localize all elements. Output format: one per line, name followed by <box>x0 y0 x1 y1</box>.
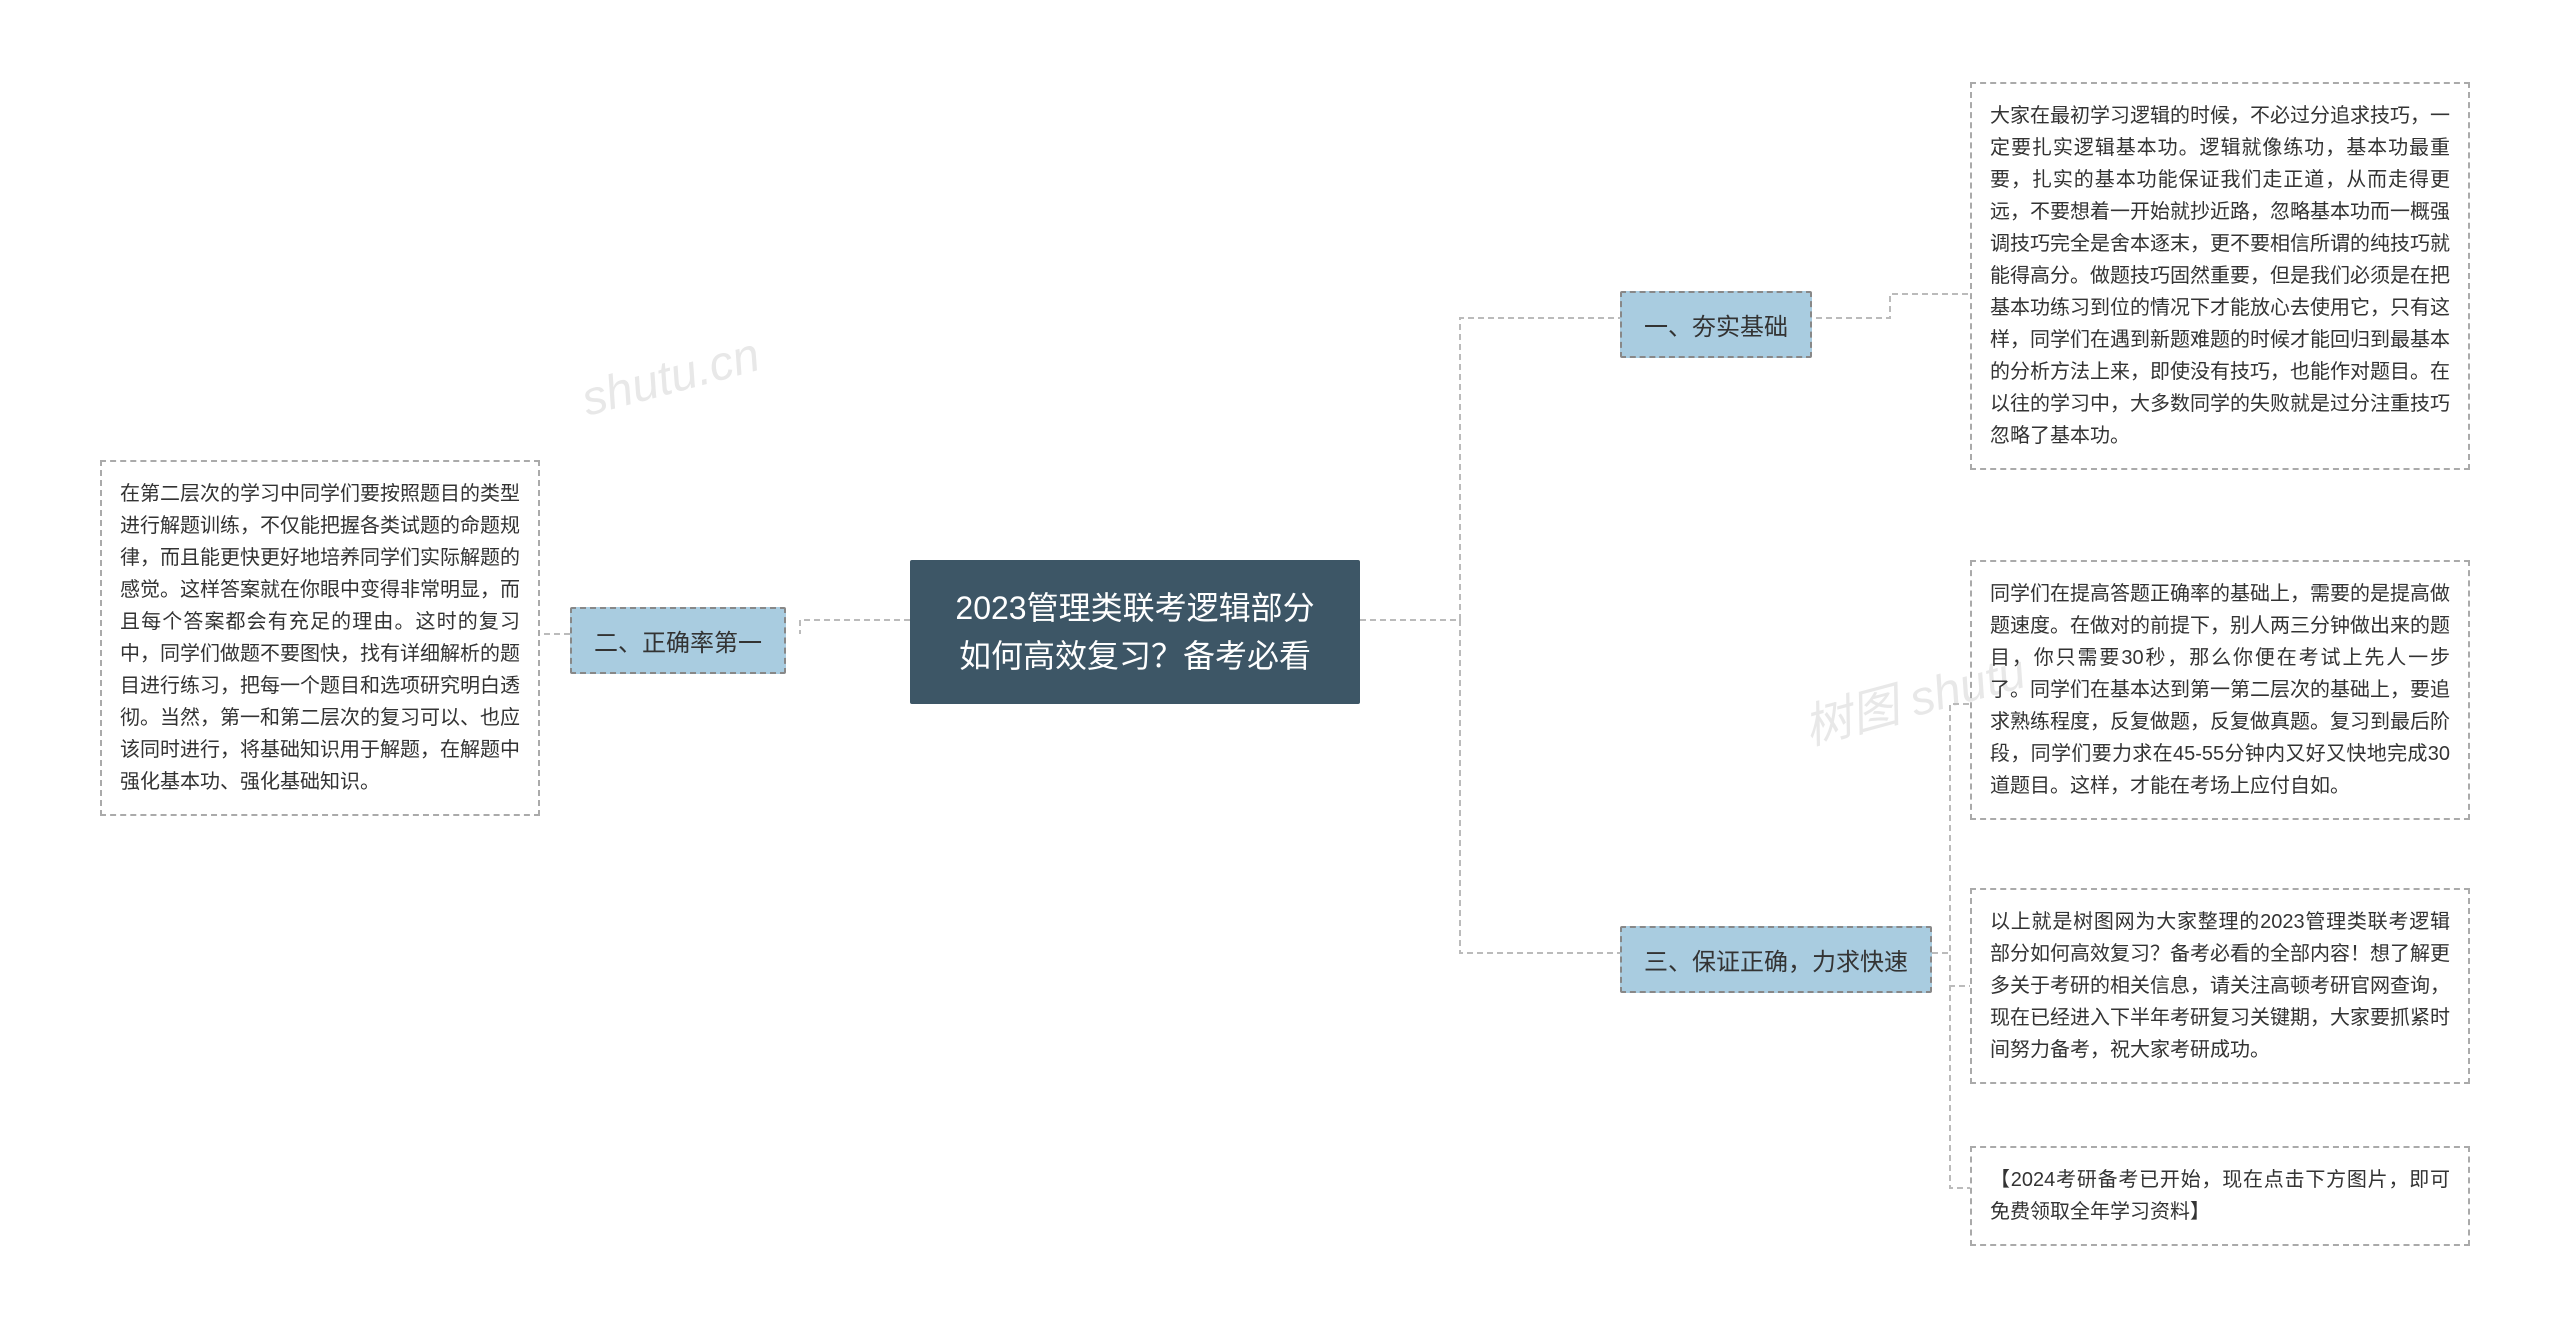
center-title-line2: 如何高效复习？备考必看 <box>959 638 1311 674</box>
branch-3-leaf-3-text: 【2024考研备考已开始，现在点击下方图片，即可免费领取全年学习资料】 <box>1990 1169 2450 1223</box>
branch-2: 二、正确率第一 <box>570 607 786 674</box>
branch-3-leaf-3: 【2024考研备考已开始，现在点击下方图片，即可免费领取全年学习资料】 <box>1970 1146 2470 1246</box>
watermark-1: shutu.cn <box>576 327 766 427</box>
center-node: 2023管理类联考逻辑部分 如何高效复习？备考必看 <box>910 560 1360 704</box>
branch-3-leaf-1: 同学们在提高答题正确率的基础上，需要的是提高做题速度。在做对的前提下，别人两三分… <box>1970 560 2470 820</box>
branch-3-leaf-1-text: 同学们在提高答题正确率的基础上，需要的是提高做题速度。在做对的前提下，别人两三分… <box>1990 583 2450 797</box>
branch-1-leaf-1: 大家在最初学习逻辑的时候，不必过分追求技巧，一定要扎实逻辑基本功。逻辑就像练功，… <box>1970 82 2470 470</box>
branch-1-label: 一、夯实基础 <box>1644 314 1788 341</box>
branch-3-label: 三、保证正确，力求快速 <box>1644 949 1908 976</box>
branch-3: 三、保证正确，力求快速 <box>1620 926 1932 993</box>
branch-2-leaf-1-text: 在第二层次的学习中同学们要按照题目的类型进行解题训练，不仅能把握各类试题的命题规… <box>120 483 520 793</box>
center-title-line1: 2023管理类联考逻辑部分 <box>955 590 1314 626</box>
branch-3-leaf-2-text: 以上就是树图网为大家整理的2023管理类联考逻辑部分如何高效复习？备考必看的全部… <box>1990 911 2450 1061</box>
branch-3-leaf-2: 以上就是树图网为大家整理的2023管理类联考逻辑部分如何高效复习？备考必看的全部… <box>1970 888 2470 1084</box>
branch-2-leaf-1: 在第二层次的学习中同学们要按照题目的类型进行解题训练，不仅能把握各类试题的命题规… <box>100 460 540 816</box>
branch-1: 一、夯实基础 <box>1620 291 1812 358</box>
branch-1-leaf-1-text: 大家在最初学习逻辑的时候，不必过分追求技巧，一定要扎实逻辑基本功。逻辑就像练功，… <box>1990 105 2450 447</box>
branch-2-label: 二、正确率第一 <box>594 630 762 657</box>
